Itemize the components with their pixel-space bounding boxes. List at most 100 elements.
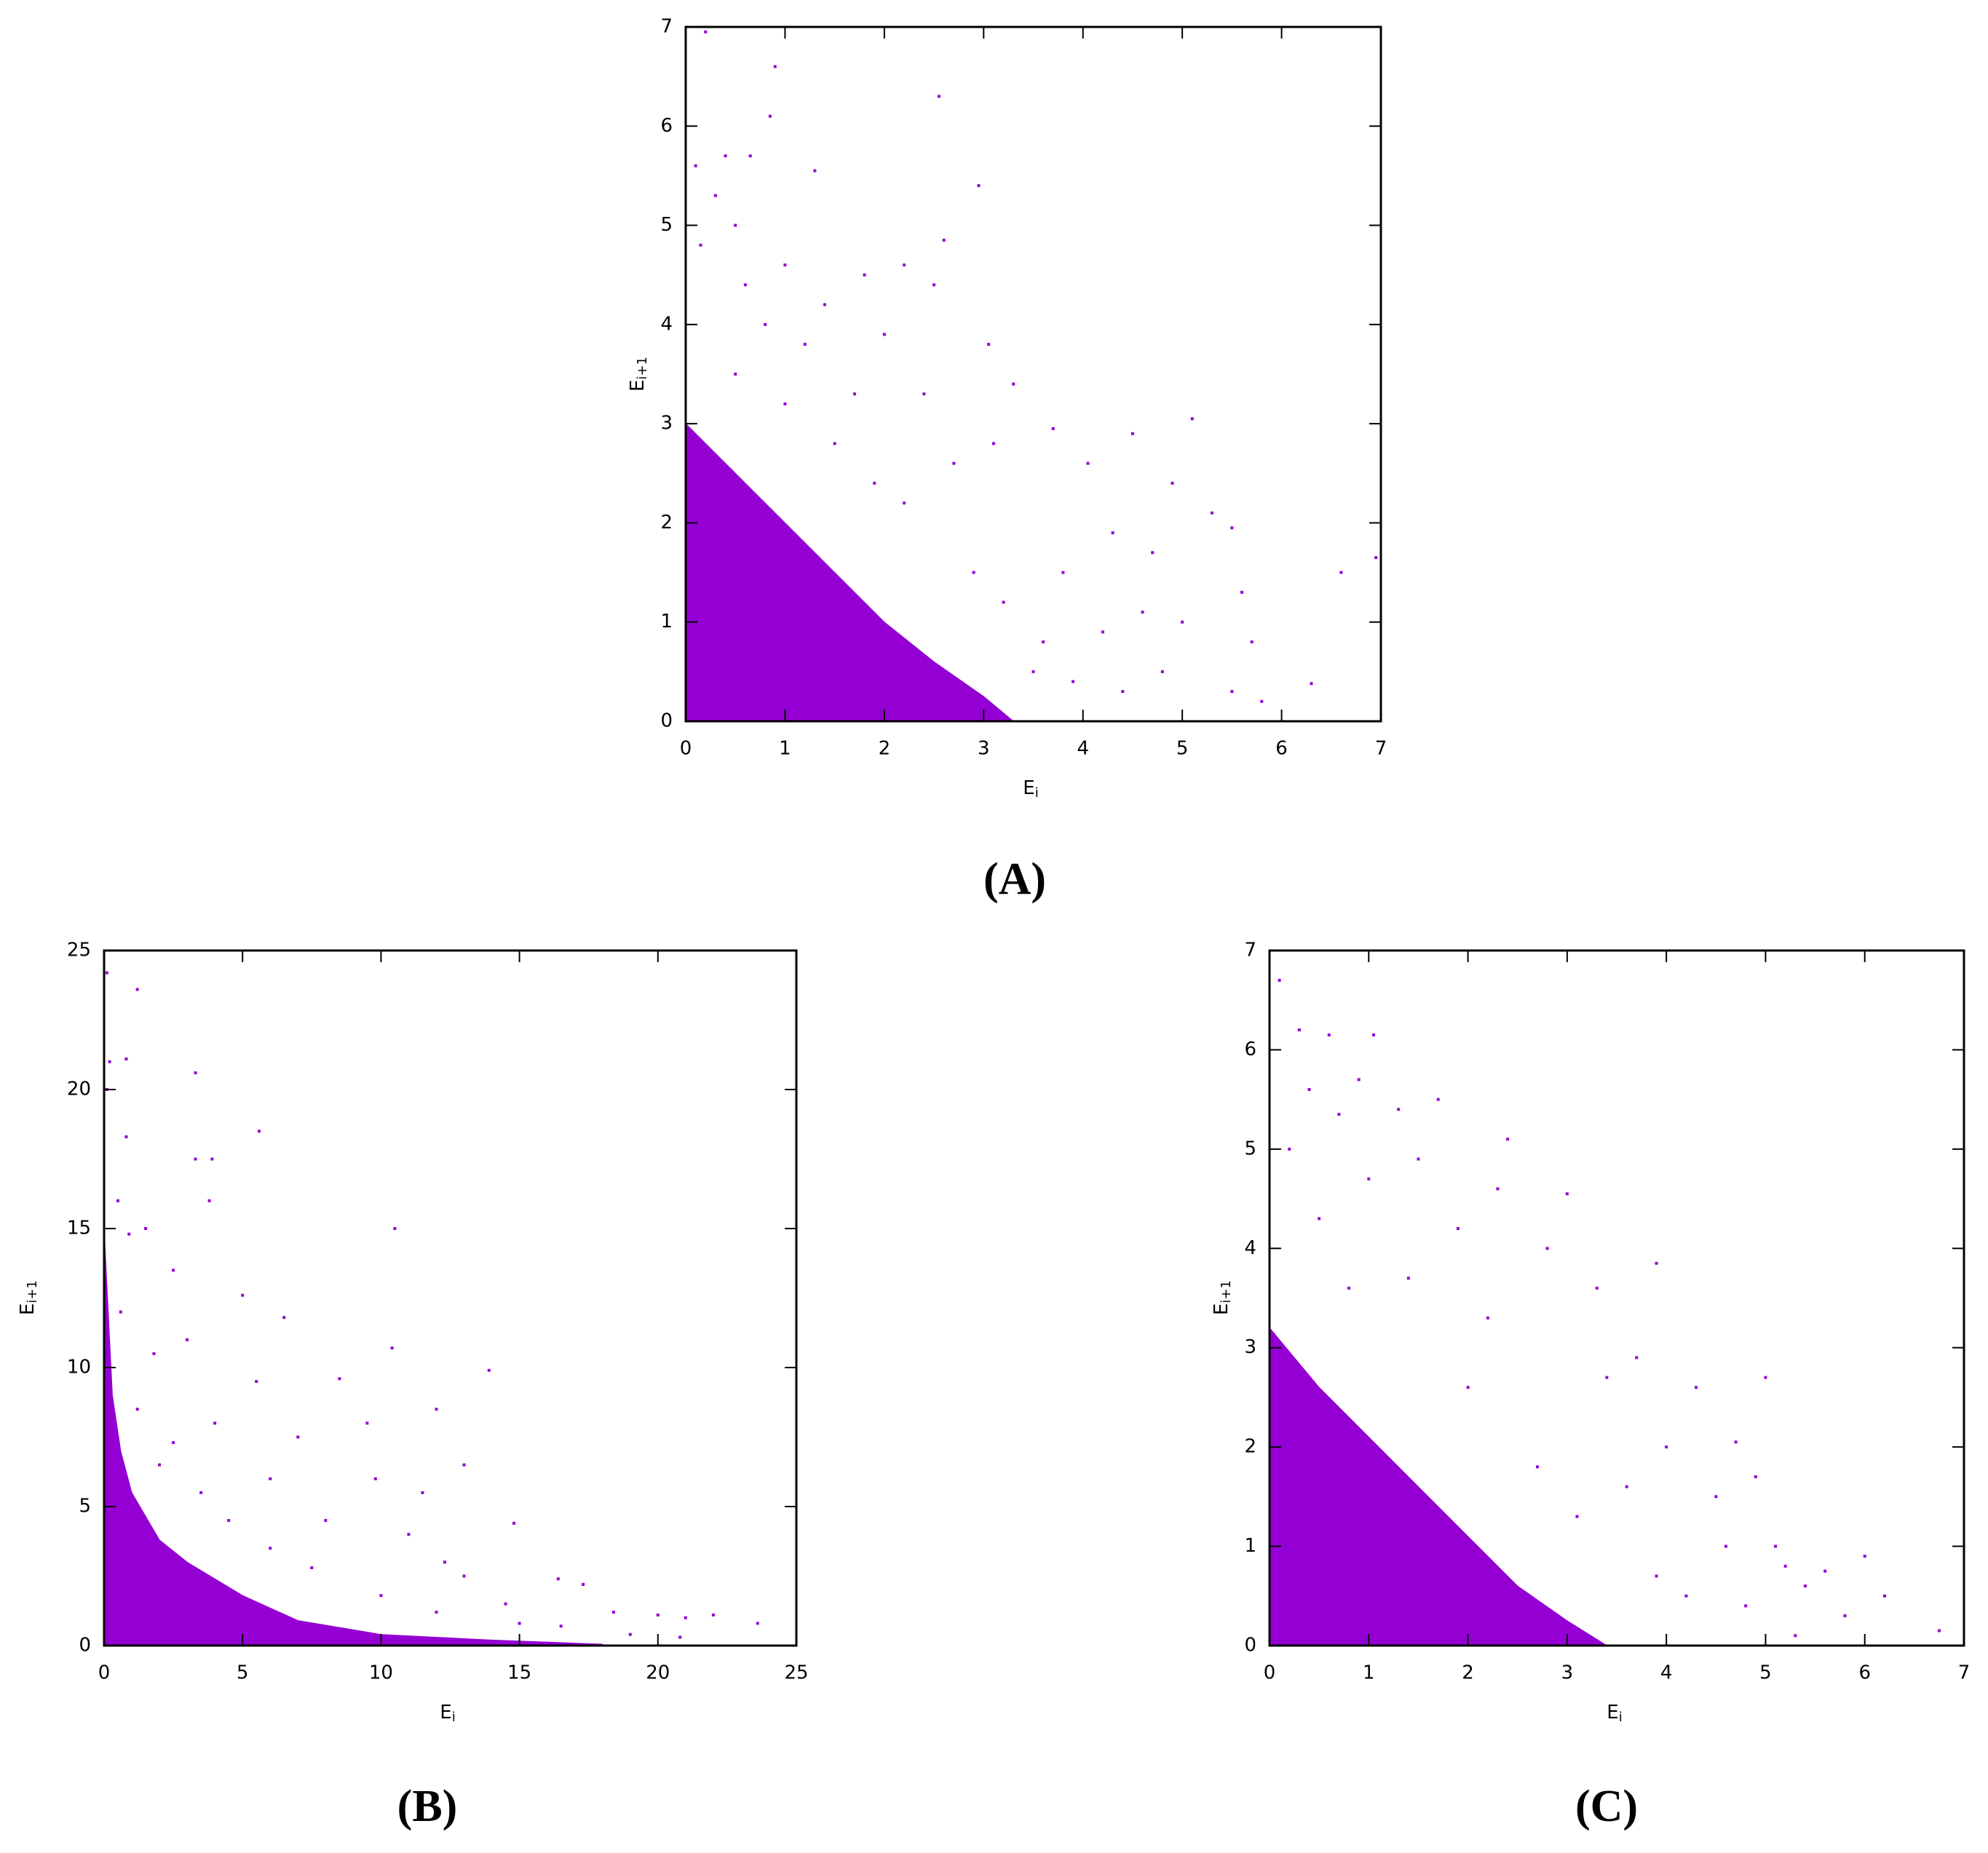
point [1260,699,1264,703]
panel-label: (B) [397,1782,458,1831]
point [942,239,946,242]
x-tick-label: 5 [237,1662,249,1684]
x-tick-label: 20 [646,1662,670,1684]
point [172,1441,175,1445]
point [1051,426,1055,430]
point [135,1408,139,1411]
point [903,501,906,505]
point [1684,1594,1688,1598]
point [1635,1356,1639,1360]
axis-label: Ei+1 [1211,1280,1235,1315]
point [1042,640,1045,643]
point [324,1519,328,1523]
x-tick-label: 5 [1176,738,1189,760]
point [379,1594,383,1598]
point [186,1338,189,1341]
point [903,263,906,267]
point [1823,1569,1827,1573]
axis-label-subscript: i+1 [1219,1280,1234,1304]
density-area [685,422,1015,722]
point [421,1491,424,1494]
point [1086,461,1090,465]
point [127,1232,131,1236]
point [1937,1629,1941,1632]
point [1141,611,1144,614]
point [1288,1147,1291,1151]
x-tick-label: 4 [1077,738,1089,760]
point [1171,481,1174,485]
axis-label-subscript: i [1035,785,1039,801]
point [972,571,975,574]
point [105,971,108,975]
y-tick-label: 10 [67,1357,91,1378]
point [628,1632,632,1636]
point [435,1408,438,1411]
point [1714,1495,1718,1499]
y-tick-label: 20 [67,1079,91,1100]
point [1794,1634,1797,1638]
point [1724,1544,1727,1548]
axis-label-base: E [1023,777,1034,799]
point [487,1368,491,1372]
point [1101,630,1104,634]
point [556,1577,560,1581]
axis-label-subscript: i+1 [25,1280,40,1304]
x-tick-label: 5 [1759,1662,1772,1684]
y-tick-label: 0 [660,710,673,732]
point [1406,1277,1410,1280]
y-tick-label: 3 [1244,1336,1256,1358]
point [1397,1108,1401,1111]
point [1297,1028,1301,1032]
y-tick-label: 0 [79,1635,91,1656]
point [1111,531,1114,535]
point [1754,1475,1757,1479]
y-tick-label: 2 [660,512,673,533]
point [734,373,737,376]
point [734,223,737,227]
point [1002,600,1005,604]
point [1121,690,1125,694]
point [1339,571,1343,574]
x-tick-label: 0 [98,1662,111,1684]
point [823,303,826,306]
point [1130,432,1134,435]
y-tick-label: 25 [67,940,91,961]
point [813,169,817,172]
y-tick-label: 1 [660,611,673,632]
point [711,1613,715,1616]
point [783,263,787,267]
point [435,1611,438,1614]
point [1327,1033,1331,1036]
x-tick-label: 6 [1858,1662,1871,1684]
point [1843,1614,1847,1618]
x-tick-label: 10 [369,1662,393,1684]
y-tick-label: 5 [1244,1138,1256,1159]
point [611,1611,615,1614]
point [373,1477,377,1480]
point [1357,1078,1361,1082]
point [773,65,777,68]
axis-label: Ei+1 [627,357,651,392]
point [512,1521,515,1525]
point [987,343,991,346]
point [1240,590,1243,594]
point [756,1622,759,1625]
point [144,1227,148,1230]
point [1466,1386,1470,1389]
point [932,283,936,287]
x-tick-label: 2 [879,738,891,760]
y-tick-label: 15 [67,1218,91,1239]
point [365,1421,369,1425]
point [922,392,926,396]
point [1230,526,1234,530]
point [1211,511,1214,515]
point [678,1635,682,1639]
y-tick-label: 0 [1244,1635,1256,1656]
point [1151,551,1155,555]
x-tick-label: 3 [978,738,990,760]
axis-label: Ei [440,1702,455,1726]
point [213,1421,217,1425]
